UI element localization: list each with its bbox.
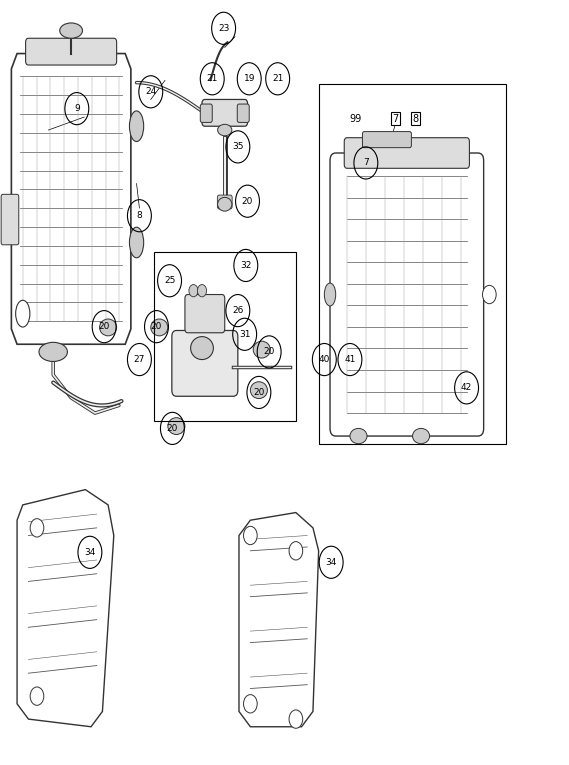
Text: 24: 24 <box>145 87 156 96</box>
FancyBboxPatch shape <box>202 99 248 126</box>
FancyBboxPatch shape <box>330 153 484 436</box>
Circle shape <box>483 285 496 304</box>
Text: 35: 35 <box>232 142 244 151</box>
FancyBboxPatch shape <box>1 194 19 245</box>
Text: 20: 20 <box>253 388 265 397</box>
Circle shape <box>244 695 257 713</box>
Ellipse shape <box>324 283 336 306</box>
Text: 32: 32 <box>240 261 251 270</box>
Text: 20: 20 <box>263 347 275 356</box>
Text: 20: 20 <box>98 322 110 331</box>
FancyBboxPatch shape <box>26 38 117 65</box>
Text: 20: 20 <box>242 197 253 206</box>
Ellipse shape <box>168 418 185 435</box>
Ellipse shape <box>129 111 143 142</box>
Ellipse shape <box>100 319 117 336</box>
Text: 9: 9 <box>74 104 80 113</box>
Text: 34: 34 <box>84 548 96 557</box>
Circle shape <box>289 542 303 560</box>
Ellipse shape <box>151 319 168 336</box>
Text: 8: 8 <box>413 113 418 124</box>
Text: 19: 19 <box>244 74 255 83</box>
Polygon shape <box>239 513 319 727</box>
Text: 41: 41 <box>344 355 356 364</box>
Circle shape <box>244 526 257 545</box>
Text: 42: 42 <box>461 383 472 392</box>
Ellipse shape <box>350 428 367 444</box>
Text: 40: 40 <box>319 355 330 364</box>
Text: 31: 31 <box>239 330 250 339</box>
FancyBboxPatch shape <box>200 104 212 122</box>
FancyBboxPatch shape <box>217 195 232 209</box>
Circle shape <box>30 687 44 705</box>
Text: 27: 27 <box>134 355 145 364</box>
FancyBboxPatch shape <box>362 132 411 148</box>
FancyBboxPatch shape <box>237 104 249 122</box>
Circle shape <box>197 285 207 297</box>
Circle shape <box>189 285 198 297</box>
Text: 26: 26 <box>232 306 244 315</box>
Ellipse shape <box>16 300 30 327</box>
Ellipse shape <box>217 197 232 211</box>
Text: 21: 21 <box>272 74 283 83</box>
Ellipse shape <box>39 343 67 362</box>
Circle shape <box>30 519 44 537</box>
Text: 25: 25 <box>164 276 175 285</box>
Text: 8: 8 <box>137 211 142 220</box>
Text: 21: 21 <box>207 74 218 83</box>
Ellipse shape <box>413 428 430 444</box>
Ellipse shape <box>250 382 267 399</box>
Ellipse shape <box>217 125 232 136</box>
Text: 7: 7 <box>363 158 369 168</box>
Text: 20: 20 <box>151 322 162 331</box>
Bar <box>154 252 296 421</box>
Ellipse shape <box>191 337 213 360</box>
Text: 99: 99 <box>349 113 362 124</box>
Text: 7: 7 <box>393 113 398 124</box>
FancyBboxPatch shape <box>344 138 469 168</box>
Ellipse shape <box>60 23 83 38</box>
Polygon shape <box>17 490 114 727</box>
FancyBboxPatch shape <box>185 295 225 333</box>
Circle shape <box>289 710 303 728</box>
Text: 34: 34 <box>325 558 337 567</box>
Text: 20: 20 <box>167 424 178 433</box>
Ellipse shape <box>253 341 270 358</box>
FancyBboxPatch shape <box>172 330 238 396</box>
Ellipse shape <box>129 227 143 258</box>
Text: 23: 23 <box>218 24 229 33</box>
Bar <box>319 84 506 444</box>
